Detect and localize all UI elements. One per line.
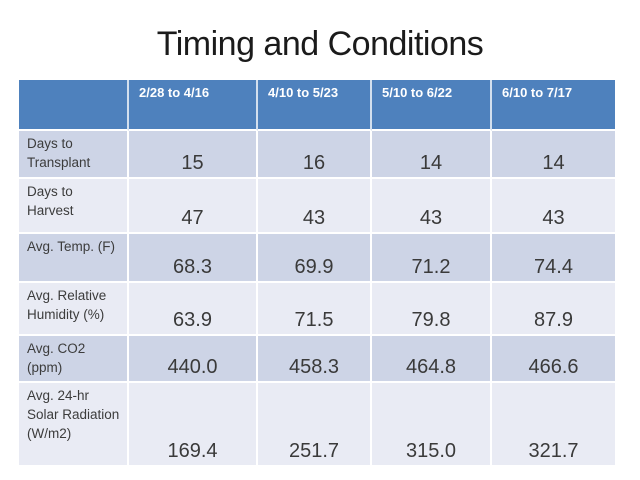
table-row-avg-co2: Avg. CO2 (ppm) 440.0 458.3 464.8 466.6 <box>19 336 615 383</box>
value-cell: 71.2 <box>372 234 492 283</box>
table-row-avg-temp: Avg. Temp. (F) 68.3 69.9 71.2 74.4 <box>19 234 615 283</box>
row-label: Avg. 24-hr Solar Radiation (W/m2) <box>19 383 129 465</box>
table-row-days-to-harvest: Days to Harvest 47 43 43 43 <box>19 179 615 234</box>
value-cell: 63.9 <box>129 283 258 336</box>
value-cell: 79.8 <box>372 283 492 336</box>
value-cell: 16 <box>258 131 372 179</box>
table-header-row: 2/28 to 4/16 4/10 to 5/23 5/10 to 6/22 6… <box>19 80 615 131</box>
value-cell: 43 <box>492 179 615 234</box>
value-cell: 321.7 <box>492 383 615 465</box>
period-header-cell: 4/10 to 5/23 <box>258 80 372 131</box>
value-cell: 69.9 <box>258 234 372 283</box>
period-header-cell: 5/10 to 6/22 <box>372 80 492 131</box>
value-cell: 43 <box>258 179 372 234</box>
value-cell: 43 <box>372 179 492 234</box>
value-cell: 15 <box>129 131 258 179</box>
value-cell: 87.9 <box>492 283 615 336</box>
row-label: Days to Transplant <box>19 131 129 179</box>
value-cell: 169.4 <box>129 383 258 465</box>
conditions-table: 2/28 to 4/16 4/10 to 5/23 5/10 to 6/22 6… <box>19 80 615 465</box>
row-label: Days to Harvest <box>19 179 129 234</box>
value-cell: 466.6 <box>492 336 615 383</box>
value-cell: 47 <box>129 179 258 234</box>
period-header-cell: 6/10 to 7/17 <box>492 80 615 131</box>
value-cell: 68.3 <box>129 234 258 283</box>
row-label: Avg. Temp. (F) <box>19 234 129 283</box>
value-cell: 251.7 <box>258 383 372 465</box>
header-corner-cell <box>19 80 129 131</box>
value-cell: 464.8 <box>372 336 492 383</box>
slide-title: Timing and Conditions <box>156 25 484 63</box>
table-row-avg-relative-humidity: Avg. Relative Humidity (%) 63.9 71.5 79.… <box>19 283 615 336</box>
value-cell: 458.3 <box>258 336 372 383</box>
value-cell: 14 <box>492 131 615 179</box>
value-cell: 315.0 <box>372 383 492 465</box>
table-row-days-to-transplant: Days to Transplant 15 16 14 14 <box>19 131 615 179</box>
value-cell: 71.5 <box>258 283 372 336</box>
table-row-avg-solar-radiation: Avg. 24-hr Solar Radiation (W/m2) 169.4 … <box>19 383 615 465</box>
value-cell: 14 <box>372 131 492 179</box>
period-header-cell: 2/28 to 4/16 <box>129 80 258 131</box>
row-label: Avg. CO2 (ppm) <box>19 336 129 383</box>
value-cell: 440.0 <box>129 336 258 383</box>
row-label: Avg. Relative Humidity (%) <box>19 283 129 336</box>
value-cell: 74.4 <box>492 234 615 283</box>
